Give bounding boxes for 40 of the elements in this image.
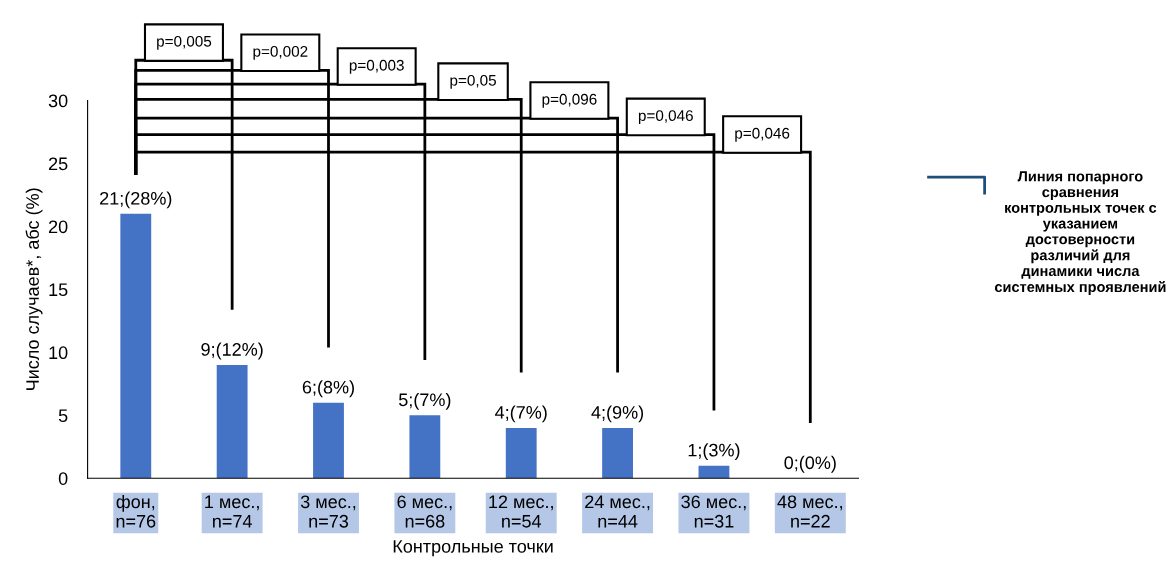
x-axis-title: Контрольные точки (393, 540, 553, 557)
annotation: p=0,096 (542, 93, 597, 108)
data-label: 6;(8%) (302, 380, 354, 398)
text: p=0,003 (349, 59, 404, 74)
x-tick-label: 24 мес., n=44 (585, 495, 650, 528)
data-label: 0;(0%) (784, 455, 836, 473)
data-label: 9;(12%) (201, 342, 263, 360)
text: p=0,05 (450, 74, 496, 89)
data-label: 4;(9%) (591, 405, 644, 423)
data-label: 1;(3%) (688, 443, 740, 461)
data-label: 21;(28%) (100, 191, 172, 209)
x-tick-label: 48 мес., n=22 (777, 495, 842, 528)
bar (216, 364, 248, 479)
x-tick-label: 1 мес., n=74 (205, 495, 259, 528)
y-tick-label: 0 (58, 472, 68, 485)
bar (120, 213, 152, 479)
y-axis-title: Число случаев*, абс (%) (25, 188, 43, 390)
y-tick-label: 15 (49, 283, 68, 297)
annotation: p=0,046 (638, 110, 693, 125)
text: p=0,005 (157, 35, 212, 50)
bar (698, 465, 730, 479)
x-tick-label: 12 мес., n=54 (489, 495, 553, 528)
bar (505, 427, 537, 479)
x-tick-label: 3 мес., n=73 (300, 495, 356, 528)
bar (602, 427, 633, 479)
x-tick-label: 6 мес., n=68 (397, 495, 452, 528)
text: p=0,002 (253, 45, 308, 60)
y-tick-label: 5 (58, 409, 68, 423)
bar (409, 415, 441, 479)
y-tick-label: 10 (49, 346, 68, 360)
y-tick-label: 30 (48, 94, 68, 108)
data-label: 4;(7%) (495, 405, 547, 423)
x-tick-label: 36 мес., n=31 (681, 495, 746, 528)
text: Линия попарного сравнения контрольных точек с указанием достоверности различий для динамики числа системных проявлений (994, 171, 1166, 295)
y-tick-label: 25 (48, 157, 68, 171)
y-tick-label: 20 (48, 220, 68, 234)
data-label: 5;(7%) (398, 392, 451, 410)
annotation: p=0,046 (735, 127, 790, 142)
x-tick-label: фон, n=76 (116, 494, 156, 528)
bar (313, 402, 344, 479)
